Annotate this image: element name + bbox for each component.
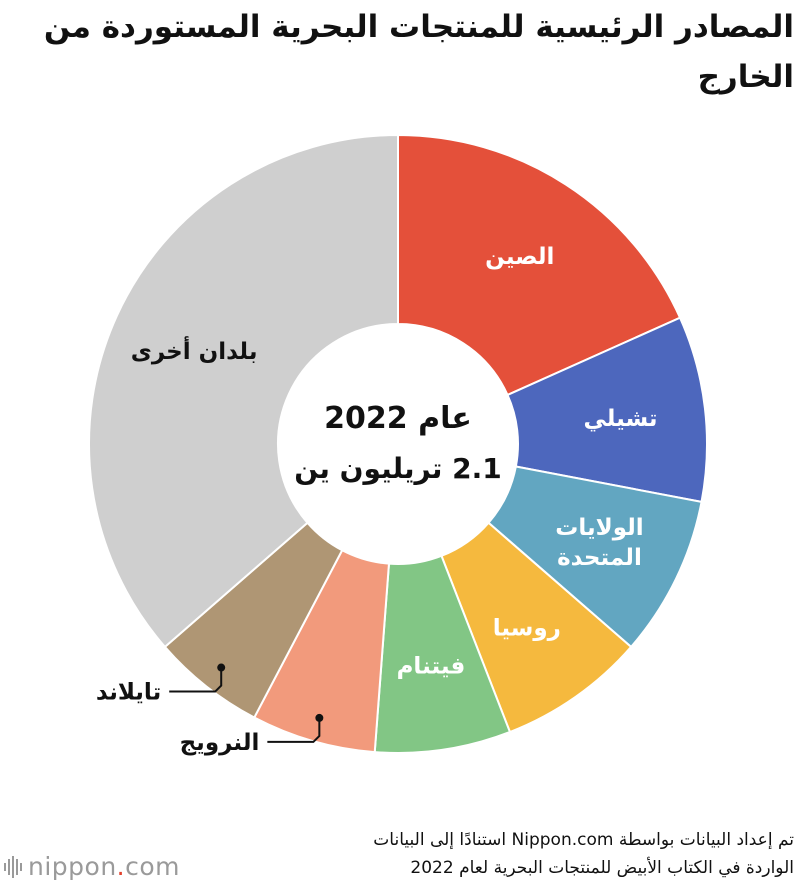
slice-label-3-line-2: المتحدة bbox=[557, 545, 642, 571]
slice-label-1: الصين bbox=[485, 244, 554, 270]
logo-text-tld: com bbox=[125, 852, 181, 881]
slice-label-8: بلدان أخرى bbox=[131, 335, 258, 365]
source-note: تم إعداد البيانات بواسطة Nippon.com استن… bbox=[194, 826, 794, 882]
nippon-logo-mark-icon bbox=[4, 855, 22, 878]
center-total-label: 2.1 تريليون ين bbox=[294, 452, 502, 485]
logo-text-dot: . bbox=[116, 852, 126, 881]
callout-lines bbox=[169, 663, 324, 743]
slice-label-7: تايلاند bbox=[96, 680, 161, 706]
source-note-line-1: تم إعداد البيانات بواسطة Nippon.com استن… bbox=[373, 830, 794, 850]
slice-label-6: النرويج bbox=[180, 730, 260, 756]
slice-label-4: روسيا bbox=[493, 615, 561, 641]
slice-labels: الصين تشيلي الولايات المتحدة روسيا فيتنام النر… bbox=[96, 244, 658, 756]
slice-label-3-line-1: الولايات bbox=[555, 515, 643, 541]
callout-line-7 bbox=[169, 667, 223, 693]
center-year-label: عام 2022 bbox=[324, 401, 472, 436]
nippon-logo[interactable]: nippon. com bbox=[4, 852, 180, 881]
logo-text-main: nippon bbox=[28, 852, 117, 881]
source-note-line-2: الواردة في الكتاب الأبيض للمنتجات البحري… bbox=[410, 858, 794, 878]
callout-line-6 bbox=[267, 717, 321, 743]
chart-title: المصادر الرئيسية للمنتجات البحرية المستو… bbox=[43, 9, 794, 95]
donut-hole bbox=[278, 324, 518, 564]
slice-label-2: تشيلي bbox=[583, 406, 657, 432]
slice-label-5: فيتنام bbox=[397, 654, 466, 680]
donut-slices bbox=[88, 133, 708, 754]
